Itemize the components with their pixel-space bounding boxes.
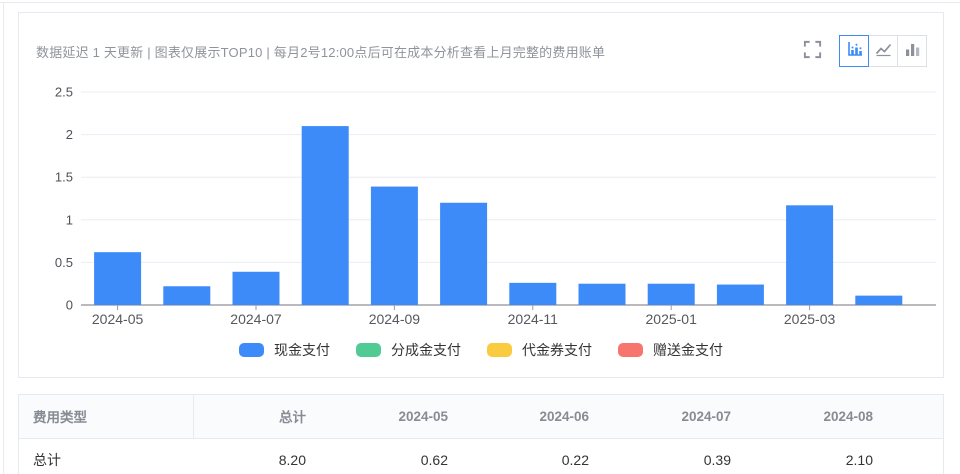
fullscreen-icon [802,39,823,63]
row-filler-cell [873,438,943,474]
column-chart-icon [904,41,921,61]
x-axis-tick-label: 2024-05 [92,311,144,327]
table-header-row: 费用类型 总计 2024-05 2024-06 2024-07 2024-08 [19,395,943,439]
legend-item[interactable]: 代金券支付 [487,340,592,360]
cost-summary-table: 费用类型 总计 2024-05 2024-06 2024-07 2024-08 总计 8.2… [19,395,943,474]
line-chart-icon [875,41,892,61]
x-axis-tick-label: 2024-09 [369,311,421,327]
y-axis-tick-label: 0 [66,298,73,313]
table-header-cell: 2024-06 [448,395,589,439]
x-axis-tick-label: 2024-11 [508,311,559,327]
y-axis-tick-label: 1.5 [55,170,73,185]
bar-2025-03[interactable] [786,205,834,305]
y-axis-tick-label: 1 [66,212,73,227]
x-axis-tick-label: 2025-01 [646,311,698,327]
row-value-cell: 0.62 [420,452,448,469]
legend-swatch-icon [356,343,381,357]
y-axis-tick-label: 2.5 [55,85,73,100]
row-value-cell: 2.10 [845,452,873,469]
top-divider [0,2,960,3]
chart-toolbar [797,35,927,67]
bar-2024-10[interactable] [440,202,488,305]
bar-2024-08[interactable] [301,126,349,305]
y-axis-tick-label: 0.5 [55,255,73,270]
legend-swatch-icon [487,343,512,357]
table-body: 总计 8.20 0.62 0.22 0.39 2.10 [19,438,943,474]
legend-swatch-icon [618,343,643,357]
line-chart-view-button[interactable] [868,35,898,67]
bar-2024-07[interactable] [232,271,280,305]
x-axis-tick-label: 2025-03 [784,311,836,327]
row-value-cell: 0.22 [561,452,589,469]
cost-trend-chart-card: 数据延迟 1 天更新 | 图表仅展示TOP10 | 每月2号12:00点后可在成… [18,12,944,378]
bar-chart-icon [846,41,863,61]
y-axis-tick-label: 2 [66,127,73,142]
chart-type-switcher [839,35,927,67]
bar-2024-12[interactable] [578,283,626,305]
x-axis-tick-label: 2024-07 [230,311,282,327]
table-header-filler [873,395,943,439]
bar-2025-02[interactable] [716,284,764,305]
row-value-cell: 0.39 [703,452,731,469]
legend-label: 赠送金支付 [653,342,723,358]
legend-item[interactable]: 赠送金支付 [618,340,723,360]
bar-2024-06[interactable] [163,286,211,305]
column-chart-view-button[interactable] [897,35,927,67]
bar-2024-11[interactable] [509,282,557,305]
chart-legend: 现金支付 分成金支付 代金券支付 赠送金支付 [19,340,943,360]
cost-summary-table-card: 费用类型 总计 2024-05 2024-06 2024-07 2024-08 总计 8.2… [18,394,944,474]
bar-2025-04[interactable] [855,295,903,305]
table-header-cell: 2024-08 [731,395,873,439]
row-value-cell: 8.20 [278,452,306,469]
left-divider [3,2,4,474]
bar-2024-09[interactable] [370,186,418,305]
row-label-cell: 总计 [33,452,61,469]
table-header-cell: 2024-07 [589,395,731,439]
table-header-cell: 费用类型 [19,395,194,439]
data-delay-note: 数据延迟 1 天更新 | 图表仅展示TOP10 | 每月2号12:00点后可在成… [36,44,606,60]
monthly-cost-bar-chart[interactable]: 0 0.5 1 1.5 2 2.5 2024-05 2024-07 2024-09 2024-11… [19,83,945,331]
table-header-cell: 2024-05 [306,395,448,439]
bar-chart-view-button[interactable] [839,35,869,67]
legend-item[interactable]: 现金支付 [239,340,330,360]
legend-label: 代金券支付 [522,342,592,358]
table-row: 总计 8.20 0.62 0.22 0.39 2.10 [19,438,943,474]
legend-label: 现金支付 [274,342,330,358]
bar-2025-01[interactable] [647,283,695,305]
bar-2024-05[interactable] [94,252,142,305]
legend-swatch-icon [239,343,264,357]
fullscreen-button[interactable] [797,36,827,66]
legend-label: 分成金支付 [391,342,461,358]
legend-item[interactable]: 分成金支付 [356,340,461,360]
table-header-cell: 总计 [193,395,306,439]
chart-card-header: 数据延迟 1 天更新 | 图表仅展示TOP10 | 每月2号12:00点后可在成… [19,13,943,67]
